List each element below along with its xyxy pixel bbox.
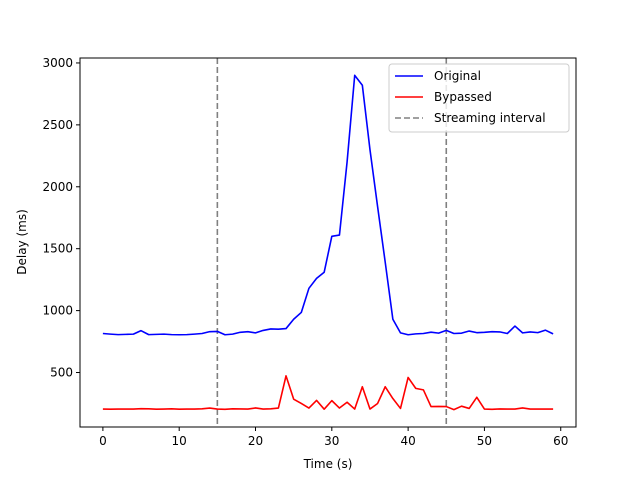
legend-label: Streaming interval <box>434 111 546 125</box>
y-tick-label: 1500 <box>42 242 73 256</box>
x-tick-label: 0 <box>99 434 107 448</box>
y-tick-label: 2000 <box>42 180 73 194</box>
x-axis-label: Time (s) <box>303 457 353 471</box>
y-tick-label: 1000 <box>42 304 73 318</box>
x-tick-label: 60 <box>553 434 568 448</box>
legend-box <box>388 63 570 133</box>
x-tick-label: 50 <box>477 434 492 448</box>
x-tick-label: 40 <box>400 434 415 448</box>
x-tick-label: 30 <box>324 434 339 448</box>
x-tick-label: 20 <box>248 434 263 448</box>
y-tick-label: 3000 <box>42 56 73 70</box>
axis-ticks: 0 10 20 30 40 50 60 500 1000 1500 2000 2500 3000 <box>42 56 568 448</box>
legend-label: Original <box>434 69 481 83</box>
legend-label: Bypassed <box>434 90 492 104</box>
series-line-original <box>102 74 554 336</box>
plot-area <box>102 58 554 427</box>
legend: Original Bypassed Streaming interval <box>388 63 570 133</box>
axes-frame <box>79 57 577 428</box>
y-tick-label: 500 <box>50 366 73 380</box>
y-axis-label: Delay (ms) <box>15 209 29 275</box>
x-tick-label: 10 <box>172 434 187 448</box>
series-line-bypassed <box>102 375 554 411</box>
y-tick-label: 2500 <box>42 118 73 132</box>
